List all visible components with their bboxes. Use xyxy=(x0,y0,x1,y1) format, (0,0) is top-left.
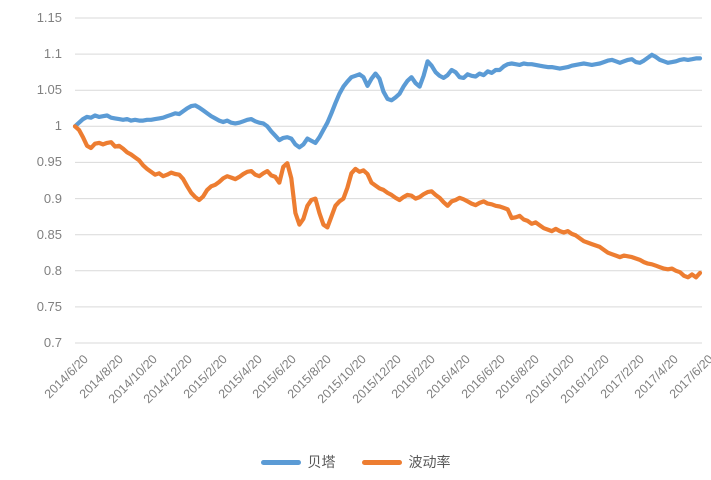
y-tick-label: 0.95 xyxy=(36,154,62,170)
y-tick-label: 0.8 xyxy=(43,262,62,278)
y-tick-label: 0.85 xyxy=(36,226,62,242)
y-tick-label: 1.15 xyxy=(36,10,62,25)
legend: 贝塔 波动率 xyxy=(0,452,711,472)
legend-item-beta[interactable]: 贝塔 xyxy=(260,452,336,472)
y-tick-label: 0.9 xyxy=(43,190,62,206)
y-tick-label: 0.75 xyxy=(36,298,62,314)
legend-label-volatility: 波动率 xyxy=(408,454,451,470)
y-tick-label: 1.1 xyxy=(43,46,62,62)
y-tick-label: 0.7 xyxy=(43,335,62,350)
volatility-line-swatch-icon xyxy=(361,459,402,465)
legend-item-volatility[interactable]: 波动率 xyxy=(361,452,451,472)
legend-label-beta: 贝塔 xyxy=(307,454,336,470)
y-tick-label: 1 xyxy=(54,118,62,134)
y-tick-label: 1.05 xyxy=(36,82,62,98)
beta-line-swatch-icon xyxy=(260,459,301,465)
